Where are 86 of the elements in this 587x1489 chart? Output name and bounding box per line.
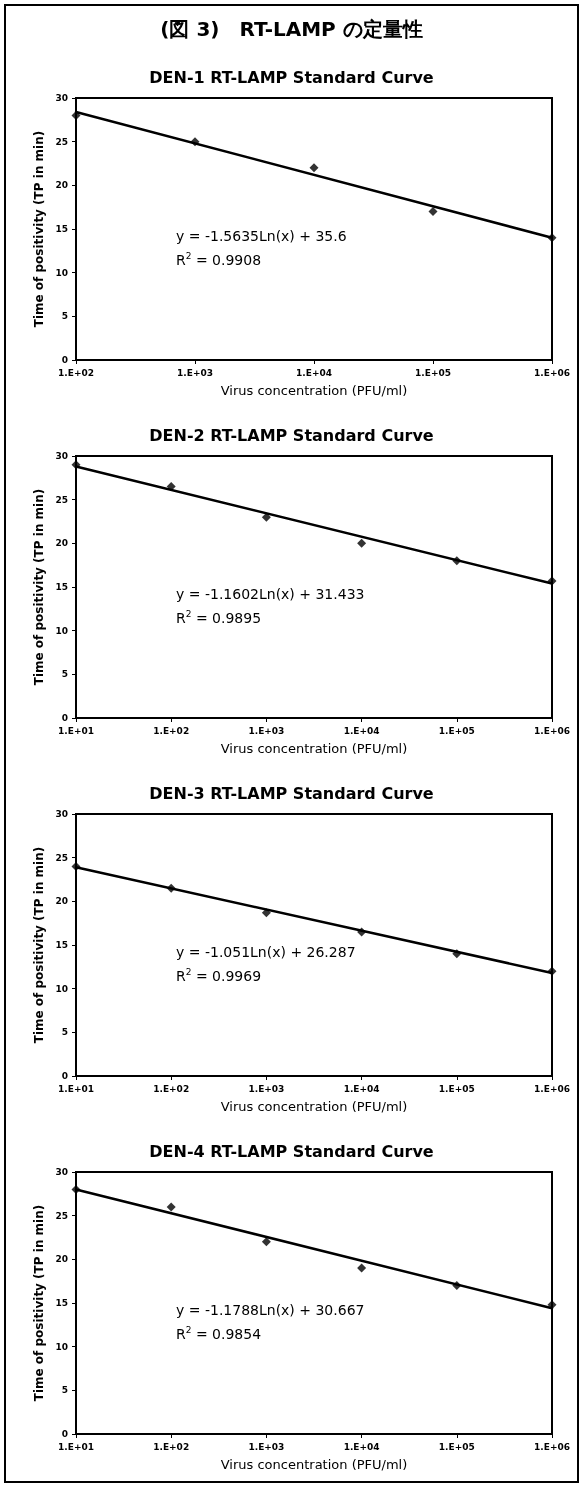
x-tick-label: 1.E+01 <box>58 1441 94 1452</box>
x-tick-label: 1.E+01 <box>58 1083 94 1094</box>
y-tick-label: 25 <box>55 1210 68 1221</box>
point <box>547 1300 557 1310</box>
x-axis-title: Virus concentration (PFU/ml) <box>220 1457 408 1472</box>
x-tick-label: 1.E+05 <box>438 1441 475 1452</box>
y-tick-label: 25 <box>55 494 68 505</box>
y-tick-label: 0 <box>61 1071 68 1081</box>
point <box>452 949 462 959</box>
x-tick-label: 1.E+05 <box>438 725 475 736</box>
y-tick-label: 20 <box>55 538 68 549</box>
y-axis-title: Time of positivity (TP in min) <box>31 130 46 328</box>
y-axis-title: Time of positivity (TP in min) <box>31 846 46 1044</box>
y-tick-label: 20 <box>55 1254 68 1265</box>
y-tick-label: 15 <box>55 940 68 950</box>
y-tick-label: 5 <box>61 1027 68 1038</box>
y-tick-label: 20 <box>55 180 68 191</box>
point <box>452 1281 462 1291</box>
annotation: y = -1.5635Ln(x) + 35.6 <box>176 228 347 244</box>
x-tick-label: 1.E+03 <box>248 1083 285 1094</box>
chart-title: DEN-2 RT-LAMP Standard Curve <box>149 425 434 445</box>
annotation: y = -1.1602Ln(x) + 31.433 <box>176 586 365 602</box>
point <box>547 966 557 976</box>
y-tick-label: 20 <box>55 896 68 907</box>
x-tick-label: 1.E+04 <box>343 725 380 736</box>
x-tick-label: 1.E+06 <box>534 1083 570 1094</box>
y-tick-label: 5 <box>61 311 68 322</box>
y-tick-label: 30 <box>55 809 68 819</box>
point <box>166 1202 176 1212</box>
y-tick-label: 15 <box>55 224 68 234</box>
x-tick-label: 1.E+05 <box>438 1083 475 1094</box>
y-tick-label: 0 <box>61 1429 68 1439</box>
point <box>261 1237 271 1247</box>
point <box>547 233 557 243</box>
point <box>261 908 271 918</box>
point <box>190 137 200 147</box>
y-tick-label: 15 <box>55 582 68 592</box>
x-tick-label: 1.E+06 <box>534 725 570 736</box>
y-tick-label: 25 <box>55 852 68 863</box>
y-tick-label: 10 <box>55 1341 68 1352</box>
y-axis-title: Time of positivity (TP in min) <box>31 488 46 686</box>
y-tick-label: 0 <box>61 355 68 365</box>
y-tick-label: 10 <box>55 983 68 994</box>
y-tick-label: 5 <box>61 669 68 680</box>
chart-title: (図 3) RT-LAMP の定量性 <box>160 17 423 41</box>
y-tick-label: 5 <box>61 1385 68 1396</box>
x-tick-label: 1.E+06 <box>534 367 570 378</box>
x-tick-label: 1.E+03 <box>248 725 285 736</box>
y-tick-label: 30 <box>55 451 68 461</box>
x-axis-title: Virus concentration (PFU/ml) <box>220 383 408 398</box>
point <box>357 927 367 937</box>
point <box>309 163 319 173</box>
point <box>357 538 367 548</box>
x-tick-label: 1.E+04 <box>343 1441 380 1452</box>
point <box>547 576 557 586</box>
x-tick-label: 1.E+04 <box>296 367 332 378</box>
x-tick-label: 1.E+03 <box>177 367 213 378</box>
point <box>428 207 438 217</box>
x-tick-label: 1.E+02 <box>153 1441 190 1452</box>
y-tick-label: 30 <box>55 1167 68 1177</box>
annotation: y = -1.1788Ln(x) + 30.667 <box>176 1302 365 1318</box>
point <box>452 556 462 566</box>
y-tick-label: 10 <box>55 625 68 636</box>
point <box>357 1263 367 1273</box>
x-tick-label: 1.E+04 <box>343 1083 380 1094</box>
point <box>71 460 81 470</box>
x-tick-label: 1.E+05 <box>415 367 451 378</box>
x-axis-title: Virus concentration (PFU/ml) <box>220 741 408 756</box>
y-tick-label: 15 <box>55 1298 68 1308</box>
annotation: y = -1.051Ln(x) + 26.287 <box>176 944 356 960</box>
y-tick-label: 0 <box>61 713 68 723</box>
x-tick-label: 1.E+01 <box>58 725 94 736</box>
x-axis-title: Virus concentration (PFU/ml) <box>220 1099 408 1114</box>
chart-subtitle: DEN-1 RT-LAMP Standard Curve <box>149 67 434 87</box>
y-axis-title: Time of positivity (TP in min) <box>31 1204 46 1402</box>
x-tick-label: 1.E+02 <box>153 1083 190 1094</box>
y-tick-label: 30 <box>55 93 68 103</box>
y-tick-label: 25 <box>55 136 68 147</box>
y-tick-label: 10 <box>55 267 68 278</box>
point <box>166 883 176 893</box>
x-tick-label: 1.E+02 <box>153 725 190 736</box>
x-tick-label: 1.E+06 <box>534 1441 570 1452</box>
x-tick-label: 1.E+02 <box>58 367 94 378</box>
x-tick-label: 1.E+03 <box>248 1441 285 1452</box>
chart-title: DEN-4 RT-LAMP Standard Curve <box>149 1141 434 1161</box>
chart-title: DEN-3 RT-LAMP Standard Curve <box>149 783 434 803</box>
